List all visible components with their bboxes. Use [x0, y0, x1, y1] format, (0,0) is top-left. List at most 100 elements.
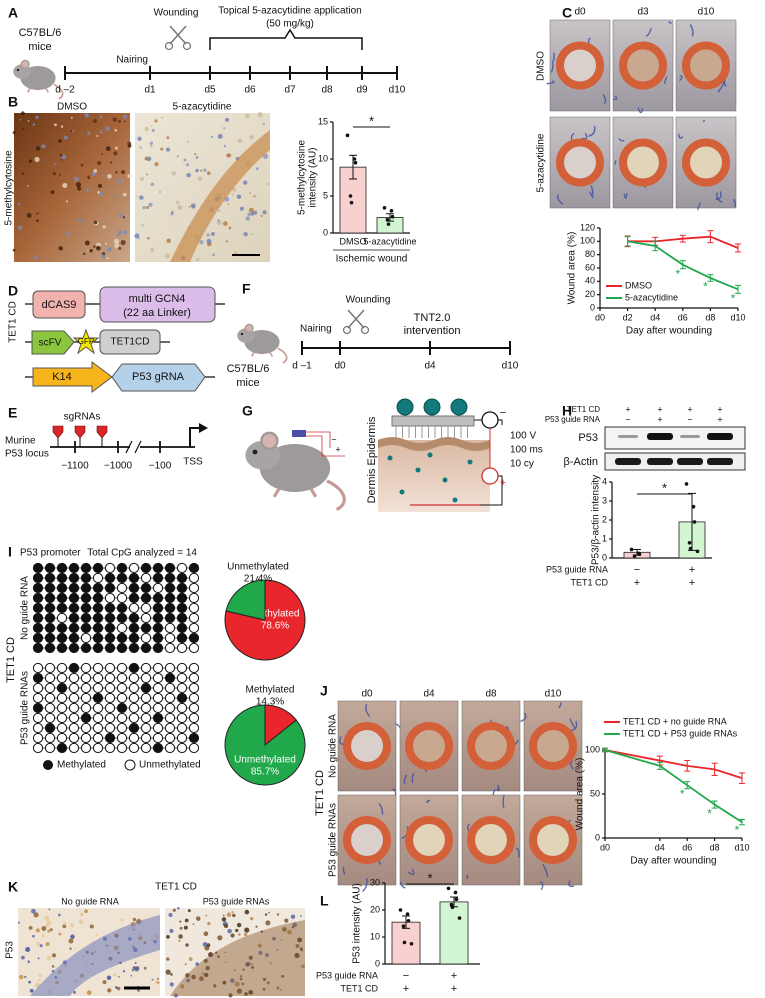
y-tick-label: 0	[595, 832, 600, 842]
cpg-site	[116, 602, 128, 614]
cell	[117, 119, 121, 123]
cpg-site	[164, 582, 176, 594]
significance: *	[369, 113, 374, 128]
splint-ring	[467, 722, 515, 770]
suture	[716, 192, 723, 203]
cpg-site	[116, 612, 128, 624]
suture	[502, 794, 505, 809]
cpg-site	[116, 662, 128, 674]
panel-label: F	[242, 281, 251, 297]
cpg-site	[176, 582, 188, 594]
epidermis-band	[170, 130, 270, 262]
cargo-sphere	[423, 398, 441, 416]
cpg-site	[32, 642, 44, 654]
condition-label: TET1 CD	[340, 983, 378, 993]
cell	[203, 958, 208, 963]
cargo-dot	[452, 497, 458, 503]
cpg-site	[92, 582, 104, 594]
cpg-site	[164, 682, 176, 694]
cpg-site	[188, 632, 200, 644]
cell	[24, 975, 27, 979]
label: dCAS9	[42, 299, 77, 311]
cpg-site	[104, 702, 116, 714]
data-point	[692, 520, 697, 524]
error-bar	[739, 772, 745, 784]
cell	[102, 225, 106, 229]
data-point	[390, 214, 395, 219]
cpg-site	[140, 712, 152, 724]
cpg-site	[92, 732, 104, 744]
cpg-site	[140, 722, 152, 734]
panel-label: A	[8, 5, 18, 21]
cell	[139, 195, 144, 200]
cell	[25, 947, 31, 953]
cell	[227, 203, 230, 205]
cpg-site	[152, 682, 164, 694]
data-point	[385, 217, 390, 222]
x-axis-label: Ischemic wound	[336, 254, 408, 265]
cell	[139, 146, 142, 149]
y-axis-label: intensity (AU)	[308, 147, 319, 207]
cpg-site	[68, 622, 80, 634]
cpg-site	[128, 662, 140, 674]
cell	[117, 975, 120, 978]
legend-dot	[124, 759, 136, 771]
cpg-site	[80, 612, 92, 624]
cell	[208, 952, 214, 958]
cell	[238, 933, 241, 936]
label: +	[625, 404, 630, 414]
cell	[59, 174, 61, 176]
cell	[253, 210, 258, 215]
cell	[134, 966, 139, 972]
suture	[732, 198, 736, 208]
cell	[76, 186, 82, 191]
cell	[222, 914, 225, 917]
tissue	[170, 920, 305, 996]
cpg-site	[164, 692, 176, 704]
suture	[570, 720, 578, 732]
suture	[546, 80, 555, 85]
cell	[107, 246, 112, 252]
mouse-eye	[16, 68, 20, 72]
cell	[236, 922, 242, 928]
cpg-site	[68, 722, 80, 734]
cpg-site	[140, 662, 152, 674]
cell	[141, 223, 144, 227]
cell	[234, 969, 236, 972]
suture	[515, 847, 520, 858]
panel-label: J	[320, 683, 328, 699]
cell	[249, 192, 251, 194]
cpg-site	[56, 692, 68, 704]
label: (50 mg/kg)	[266, 19, 314, 30]
cpg-site	[92, 602, 104, 614]
cell	[28, 980, 31, 984]
scissors-icon	[164, 25, 192, 51]
error-bar	[739, 819, 745, 826]
suture	[407, 868, 415, 876]
data-point	[353, 160, 358, 165]
scissors-blades	[347, 309, 365, 329]
scissors-icon	[342, 309, 370, 335]
cell	[186, 172, 191, 178]
cell	[198, 976, 204, 982]
cpg-site	[104, 672, 116, 684]
band	[707, 458, 733, 465]
label: β-Actin	[564, 456, 598, 468]
panel-label: D	[8, 283, 18, 299]
suture	[689, 24, 694, 37]
cell	[215, 951, 218, 954]
cell	[12, 131, 16, 135]
cpg-site	[176, 672, 188, 684]
cell	[269, 962, 272, 965]
label: No guide RNA	[61, 896, 119, 906]
cpg-site	[176, 712, 188, 724]
cpg-site	[116, 562, 128, 574]
data-point	[409, 941, 414, 946]
cpg-site	[68, 582, 80, 594]
cell	[70, 934, 75, 940]
cell	[36, 212, 39, 215]
cell	[183, 158, 187, 162]
cpg-site	[164, 702, 176, 714]
x-tick-label: d4	[655, 842, 665, 852]
cpg-site	[32, 682, 44, 694]
